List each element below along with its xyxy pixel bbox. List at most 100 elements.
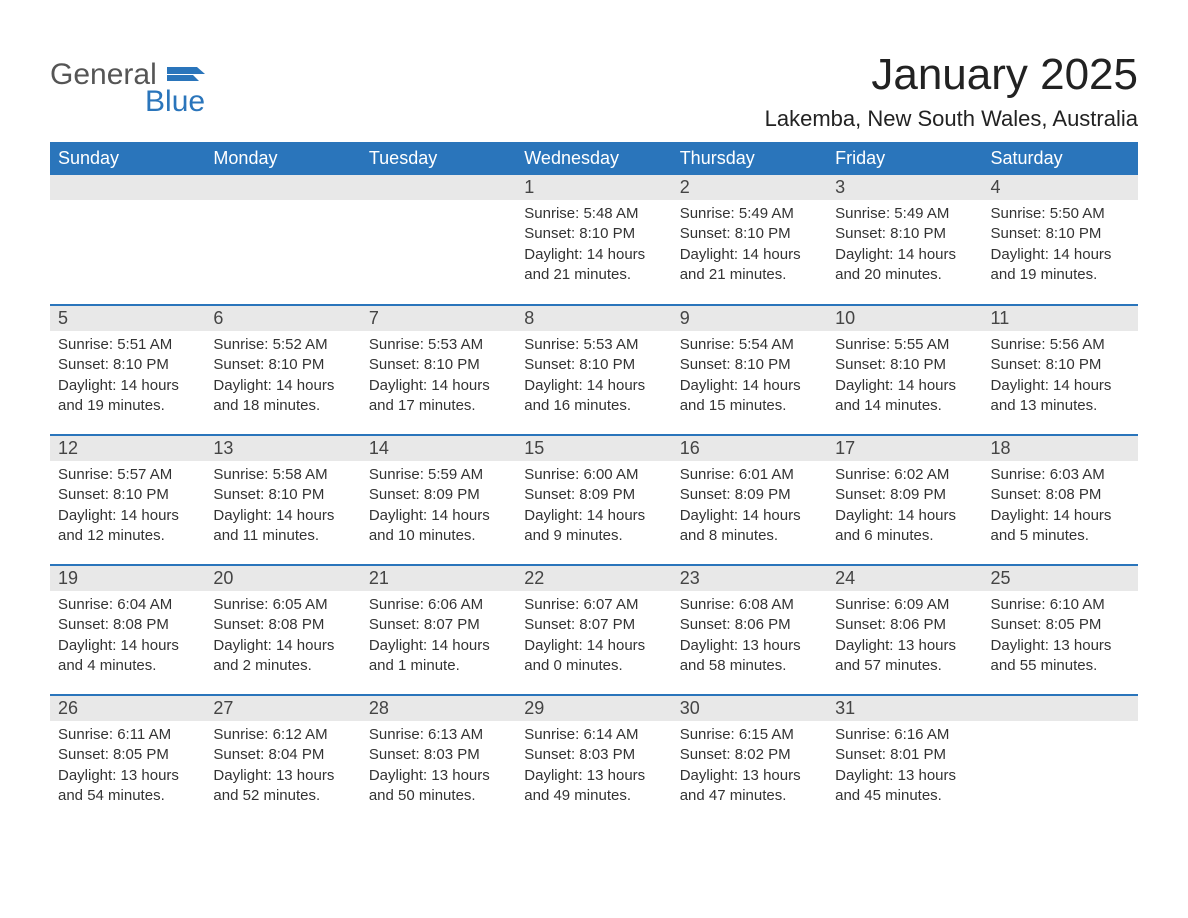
- day-details: Sunrise: 6:07 AMSunset: 8:07 PMDaylight:…: [516, 591, 671, 680]
- day-number: 16: [672, 436, 827, 461]
- calendar-week: 1Sunrise: 5:48 AMSunset: 8:10 PMDaylight…: [50, 175, 1138, 305]
- sunrise-text: Sunrise: 5:49 AM: [835, 204, 974, 224]
- calendar-cell: 7Sunrise: 5:53 AMSunset: 8:10 PMDaylight…: [361, 305, 516, 435]
- day-details: Sunrise: 5:59 AMSunset: 8:09 PMDaylight:…: [361, 461, 516, 550]
- day-number: 25: [983, 566, 1138, 591]
- location-subtitle: Lakemba, New South Wales, Australia: [765, 106, 1138, 132]
- sunset-text: Sunset: 8:10 PM: [835, 224, 974, 244]
- sunrise-text: Sunrise: 6:06 AM: [369, 595, 508, 615]
- day-details: Sunrise: 5:54 AMSunset: 8:10 PMDaylight:…: [672, 331, 827, 420]
- sunset-text: Sunset: 8:05 PM: [991, 615, 1130, 635]
- weekday-header: Monday: [205, 142, 360, 175]
- daylight-text: Daylight: 13 hours and 55 minutes.: [991, 636, 1130, 677]
- weekday-header: Sunday: [50, 142, 205, 175]
- calendar-cell: 18Sunrise: 6:03 AMSunset: 8:08 PMDayligh…: [983, 435, 1138, 565]
- weekday-header: Saturday: [983, 142, 1138, 175]
- daylight-text: Daylight: 14 hours and 0 minutes.: [524, 636, 663, 677]
- day-details: Sunrise: 5:52 AMSunset: 8:10 PMDaylight:…: [205, 331, 360, 420]
- calendar-cell: 23Sunrise: 6:08 AMSunset: 8:06 PMDayligh…: [672, 565, 827, 695]
- calendar-cell: 24Sunrise: 6:09 AMSunset: 8:06 PMDayligh…: [827, 565, 982, 695]
- day-number: 13: [205, 436, 360, 461]
- calendar-cell: [361, 175, 516, 305]
- day-details: Sunrise: 6:02 AMSunset: 8:09 PMDaylight:…: [827, 461, 982, 550]
- daylight-text: Daylight: 14 hours and 20 minutes.: [835, 245, 974, 286]
- daylight-text: Daylight: 14 hours and 9 minutes.: [524, 506, 663, 547]
- sunset-text: Sunset: 8:10 PM: [524, 355, 663, 375]
- calendar-cell: 14Sunrise: 5:59 AMSunset: 8:09 PMDayligh…: [361, 435, 516, 565]
- daylight-text: Daylight: 13 hours and 45 minutes.: [835, 766, 974, 807]
- daylight-text: Daylight: 14 hours and 17 minutes.: [369, 376, 508, 417]
- day-details: Sunrise: 6:03 AMSunset: 8:08 PMDaylight:…: [983, 461, 1138, 550]
- day-number: 8: [516, 306, 671, 331]
- daylight-text: Daylight: 14 hours and 21 minutes.: [524, 245, 663, 286]
- daylight-text: Daylight: 13 hours and 49 minutes.: [524, 766, 663, 807]
- calendar-body: 1Sunrise: 5:48 AMSunset: 8:10 PMDaylight…: [50, 175, 1138, 825]
- calendar-cell: 9Sunrise: 5:54 AMSunset: 8:10 PMDaylight…: [672, 305, 827, 435]
- daylight-text: Daylight: 14 hours and 2 minutes.: [213, 636, 352, 677]
- day-number: 23: [672, 566, 827, 591]
- day-details: Sunrise: 5:51 AMSunset: 8:10 PMDaylight:…: [50, 331, 205, 420]
- sunrise-text: Sunrise: 6:12 AM: [213, 725, 352, 745]
- day-number: 14: [361, 436, 516, 461]
- day-number: 18: [983, 436, 1138, 461]
- calendar-cell: 8Sunrise: 5:53 AMSunset: 8:10 PMDaylight…: [516, 305, 671, 435]
- day-number: 22: [516, 566, 671, 591]
- day-details: Sunrise: 5:56 AMSunset: 8:10 PMDaylight:…: [983, 331, 1138, 420]
- day-details: Sunrise: 6:12 AMSunset: 8:04 PMDaylight:…: [205, 721, 360, 810]
- calendar-week: 19Sunrise: 6:04 AMSunset: 8:08 PMDayligh…: [50, 565, 1138, 695]
- daylight-text: Daylight: 14 hours and 1 minute.: [369, 636, 508, 677]
- logo-word1: General: [50, 58, 157, 91]
- calendar-cell: 27Sunrise: 6:12 AMSunset: 8:04 PMDayligh…: [205, 695, 360, 825]
- sunrise-text: Sunrise: 6:14 AM: [524, 725, 663, 745]
- daylight-text: Daylight: 13 hours and 50 minutes.: [369, 766, 508, 807]
- month-title: January 2025: [765, 50, 1138, 100]
- sunset-text: Sunset: 8:09 PM: [835, 485, 974, 505]
- calendar-cell: [983, 695, 1138, 825]
- day-number: 15: [516, 436, 671, 461]
- day-details: Sunrise: 6:14 AMSunset: 8:03 PMDaylight:…: [516, 721, 671, 810]
- sunrise-text: Sunrise: 5:50 AM: [991, 204, 1130, 224]
- daylight-text: Daylight: 14 hours and 15 minutes.: [680, 376, 819, 417]
- day-number: 21: [361, 566, 516, 591]
- sunrise-text: Sunrise: 5:49 AM: [680, 204, 819, 224]
- sunset-text: Sunset: 8:10 PM: [58, 485, 197, 505]
- sunset-text: Sunset: 8:07 PM: [524, 615, 663, 635]
- sunrise-text: Sunrise: 5:55 AM: [835, 335, 974, 355]
- sunset-text: Sunset: 8:09 PM: [369, 485, 508, 505]
- daylight-text: Daylight: 13 hours and 54 minutes.: [58, 766, 197, 807]
- sunrise-text: Sunrise: 6:07 AM: [524, 595, 663, 615]
- day-number: 20: [205, 566, 360, 591]
- daylight-text: Daylight: 14 hours and 11 minutes.: [213, 506, 352, 547]
- day-number: 9: [672, 306, 827, 331]
- sunrise-text: Sunrise: 5:57 AM: [58, 465, 197, 485]
- sunset-text: Sunset: 8:01 PM: [835, 745, 974, 765]
- header-row: General Blue January 2025 Lakemba, New S…: [50, 40, 1138, 142]
- day-number: 27: [205, 696, 360, 721]
- sunset-text: Sunset: 8:06 PM: [835, 615, 974, 635]
- day-details: Sunrise: 6:10 AMSunset: 8:05 PMDaylight:…: [983, 591, 1138, 680]
- weekday-header-row: SundayMondayTuesdayWednesdayThursdayFrid…: [50, 142, 1138, 175]
- day-number: 3: [827, 175, 982, 200]
- daylight-text: Daylight: 13 hours and 47 minutes.: [680, 766, 819, 807]
- sunset-text: Sunset: 8:08 PM: [213, 615, 352, 635]
- day-number: 12: [50, 436, 205, 461]
- calendar-cell: 12Sunrise: 5:57 AMSunset: 8:10 PMDayligh…: [50, 435, 205, 565]
- sunrise-text: Sunrise: 6:11 AM: [58, 725, 197, 745]
- day-details: Sunrise: 6:00 AMSunset: 8:09 PMDaylight:…: [516, 461, 671, 550]
- day-number: 24: [827, 566, 982, 591]
- day-details: Sunrise: 6:09 AMSunset: 8:06 PMDaylight:…: [827, 591, 982, 680]
- daylight-text: Daylight: 14 hours and 6 minutes.: [835, 506, 974, 547]
- sunset-text: Sunset: 8:10 PM: [991, 224, 1130, 244]
- sunrise-text: Sunrise: 6:04 AM: [58, 595, 197, 615]
- calendar-cell: 17Sunrise: 6:02 AMSunset: 8:09 PMDayligh…: [827, 435, 982, 565]
- day-details: Sunrise: 6:11 AMSunset: 8:05 PMDaylight:…: [50, 721, 205, 810]
- sunset-text: Sunset: 8:10 PM: [524, 224, 663, 244]
- sunset-text: Sunset: 8:03 PM: [524, 745, 663, 765]
- day-details: Sunrise: 5:53 AMSunset: 8:10 PMDaylight:…: [516, 331, 671, 420]
- calendar-cell: 19Sunrise: 6:04 AMSunset: 8:08 PMDayligh…: [50, 565, 205, 695]
- day-number: 17: [827, 436, 982, 461]
- sunset-text: Sunset: 8:07 PM: [369, 615, 508, 635]
- day-details: Sunrise: 5:58 AMSunset: 8:10 PMDaylight:…: [205, 461, 360, 550]
- sunset-text: Sunset: 8:10 PM: [213, 355, 352, 375]
- weekday-header: Tuesday: [361, 142, 516, 175]
